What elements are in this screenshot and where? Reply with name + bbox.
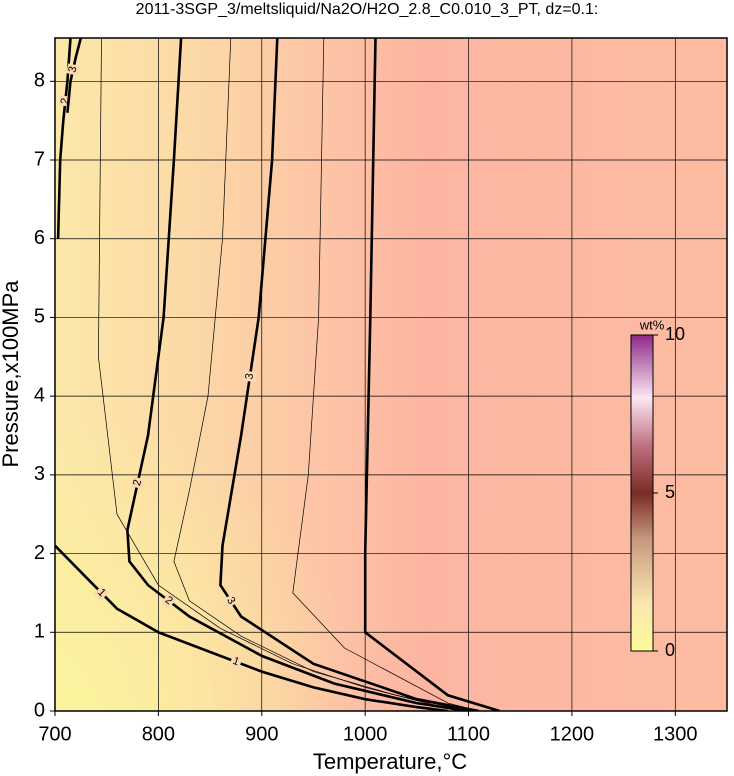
y-tick-label: 2 bbox=[34, 542, 45, 564]
y-tick-label: 3 bbox=[34, 463, 45, 485]
x-tick-label: 1300 bbox=[653, 723, 698, 745]
x-tick-label: 700 bbox=[38, 723, 71, 745]
contour-label-bg bbox=[130, 476, 145, 489]
y-tick-label: 8 bbox=[34, 70, 45, 92]
contour-line bbox=[126, 38, 469, 711]
contour-label-bg bbox=[66, 63, 81, 76]
x-tick-label: 1200 bbox=[550, 723, 595, 745]
colorbar-tick-label: 0 bbox=[665, 640, 675, 660]
y-tick-label: 6 bbox=[34, 227, 45, 249]
contour-label: 1 bbox=[231, 655, 241, 668]
plot-frame bbox=[54, 37, 728, 712]
x-tick-label: 900 bbox=[245, 723, 278, 745]
x-axis-label: Temperature,°C bbox=[313, 749, 467, 774]
colorbar-tick-label: 10 bbox=[665, 324, 685, 344]
colorbar bbox=[630, 334, 654, 652]
contour-label-bg bbox=[161, 592, 177, 609]
contour-label-bg bbox=[243, 370, 257, 383]
contour-label: 3 bbox=[243, 373, 256, 381]
contour-label: 3 bbox=[66, 65, 79, 74]
y-tick-label: 5 bbox=[34, 306, 45, 328]
contour-label: 3 bbox=[224, 595, 237, 607]
contour-label-bg bbox=[93, 585, 110, 601]
contour-label: 2 bbox=[131, 478, 144, 487]
x-tick-label: 1000 bbox=[343, 723, 388, 745]
colorbar-tick-label: 5 bbox=[665, 482, 675, 502]
colorbar-label: wt% bbox=[639, 317, 665, 332]
y-axis-label: Pressure,x100MPa bbox=[0, 280, 23, 468]
x-tick-label: 1100 bbox=[447, 723, 490, 745]
y-tick-label: 7 bbox=[34, 148, 45, 170]
contour-label-bg bbox=[229, 654, 243, 670]
chart-title: 2011-3SGP_3/meltsliquid/Na2O/H2O_2.8_C0.… bbox=[136, 1, 599, 18]
y-tick-label: 4 bbox=[34, 384, 45, 406]
contour-label-bg bbox=[222, 593, 239, 609]
y-tick-label: 0 bbox=[34, 699, 45, 721]
contour-label: 2 bbox=[59, 97, 72, 104]
y-tick-label: 1 bbox=[34, 621, 45, 643]
x-tick-label: 800 bbox=[142, 723, 175, 745]
